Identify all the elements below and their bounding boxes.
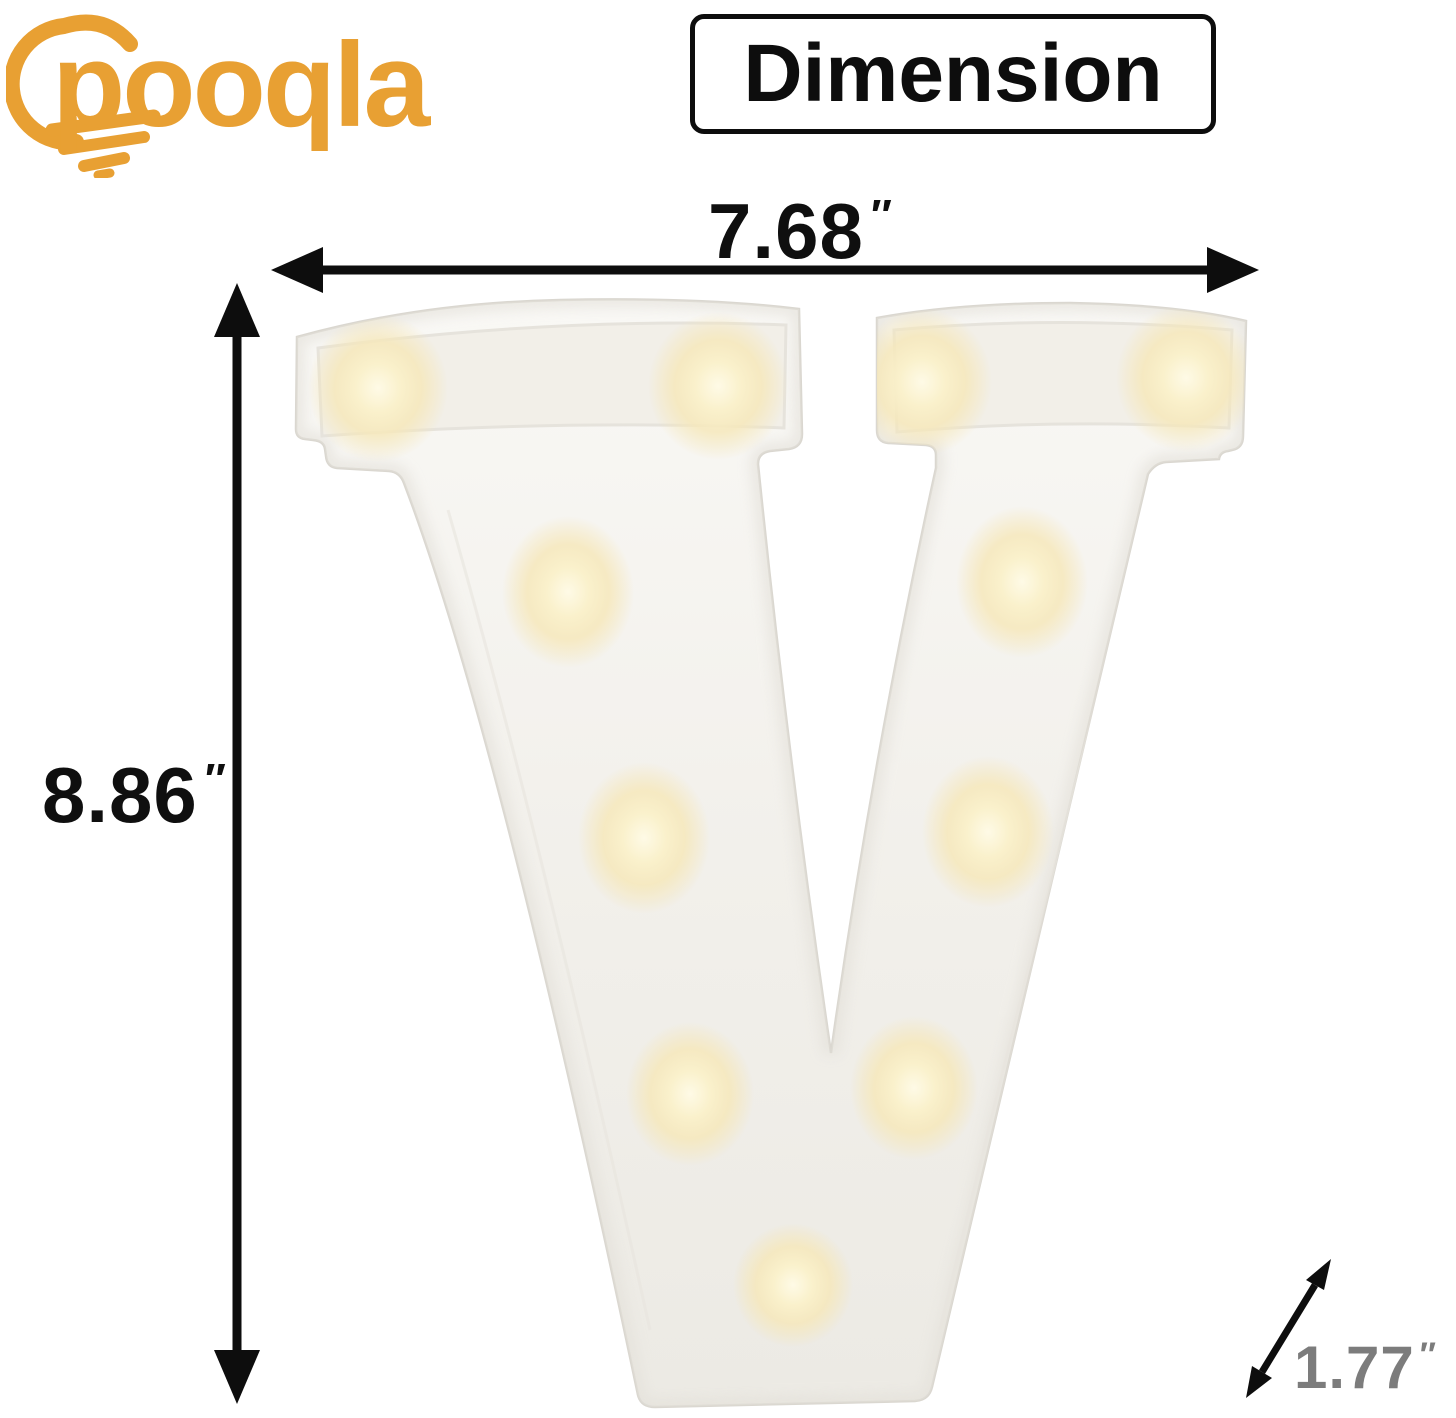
height-dimension-label: 8.86 ″ bbox=[42, 756, 226, 834]
led-bulb bbox=[578, 762, 710, 914]
dimension-heading-box: Dimension bbox=[690, 14, 1216, 134]
height-value: 8.86 bbox=[42, 751, 198, 839]
depth-dimension-label: 1.77 ″ bbox=[1294, 1338, 1436, 1398]
led-bulb bbox=[922, 756, 1054, 908]
led-bulbs bbox=[308, 304, 1246, 1347]
led-bulb bbox=[956, 506, 1088, 658]
left-arm-channel-line bbox=[446, 509, 652, 1331]
lightbulb-icon bbox=[6, 14, 161, 178]
height-dimension-arrow bbox=[214, 283, 260, 1404]
width-dimension-arrow bbox=[271, 247, 1259, 293]
led-bulb bbox=[626, 1022, 754, 1166]
led-bulb bbox=[648, 312, 788, 460]
pooqla-logo: pooqla bbox=[6, 14, 435, 178]
led-bulb bbox=[1116, 304, 1246, 452]
depth-unit-mark: ″ bbox=[1419, 1336, 1437, 1374]
led-bulb bbox=[852, 308, 992, 456]
led-bulb bbox=[850, 1016, 978, 1160]
led-bulb bbox=[308, 314, 448, 462]
width-value: 7.68 bbox=[708, 187, 864, 275]
dimension-heading-label: Dimension bbox=[743, 28, 1163, 119]
depth-dimension-arrow bbox=[1246, 1259, 1331, 1398]
marquee-letter bbox=[294, 298, 1248, 1409]
brand-wordmark: pooqla bbox=[52, 18, 432, 152]
width-dimension-label: 7.68 ″ bbox=[640, 192, 960, 270]
led-bulb bbox=[502, 516, 634, 668]
height-unit-mark: ″ bbox=[204, 755, 226, 804]
depth-value: 1.77 bbox=[1294, 1334, 1415, 1401]
led-bulb bbox=[733, 1223, 853, 1347]
width-unit-mark: ″ bbox=[870, 191, 892, 240]
